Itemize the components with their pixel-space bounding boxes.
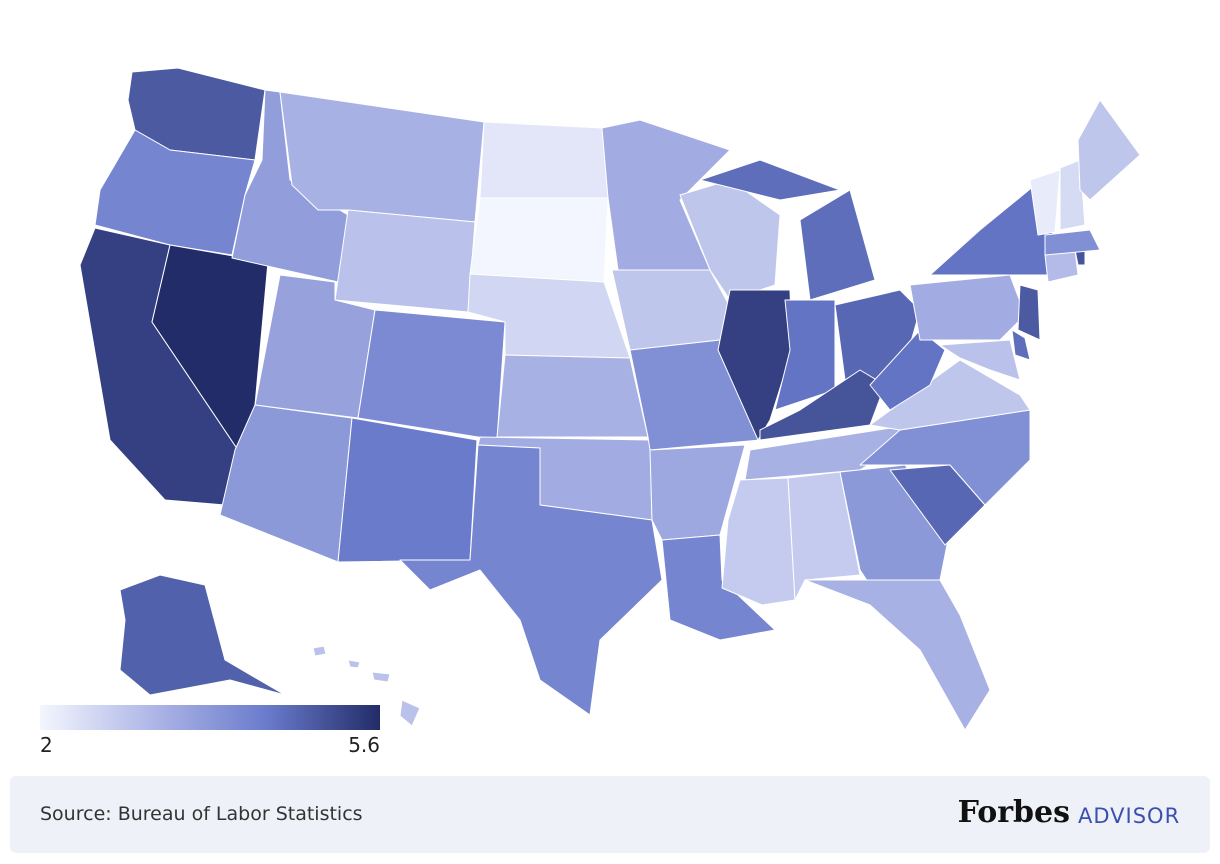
footer — [10, 776, 1210, 853]
state — [909, 274, 1026, 341]
state — [469, 197, 609, 283]
state — [479, 121, 609, 199]
state — [279, 91, 485, 223]
state — [699, 159, 876, 301]
state — [661, 534, 776, 641]
state — [94, 129, 256, 256]
brand-name: Forbes — [958, 795, 1070, 830]
state — [1011, 329, 1031, 361]
state — [721, 477, 796, 606]
colorbar-tick-label: 2 — [40, 733, 53, 757]
state — [601, 119, 731, 271]
state — [1044, 229, 1101, 256]
state — [357, 309, 506, 441]
state — [399, 444, 663, 716]
state — [774, 299, 836, 411]
states — [79, 67, 1141, 731]
state — [119, 574, 286, 696]
state — [496, 354, 649, 438]
state — [1059, 159, 1086, 231]
state — [337, 417, 478, 563]
state — [312, 645, 421, 727]
colorbar-tick-label: 5.6 — [348, 733, 380, 757]
state — [1017, 284, 1041, 341]
state — [1077, 99, 1141, 201]
source: Source: Bureau of Labor Statistics — [40, 803, 363, 825]
state — [334, 209, 476, 313]
state — [869, 329, 946, 411]
colorbar — [40, 705, 380, 730]
state — [804, 579, 991, 731]
state — [869, 359, 1031, 431]
state — [939, 339, 1021, 381]
state — [787, 471, 861, 601]
state — [717, 289, 793, 441]
state — [219, 404, 353, 563]
state — [1029, 169, 1061, 236]
brand-suffix: ADVISOR — [1078, 804, 1180, 828]
